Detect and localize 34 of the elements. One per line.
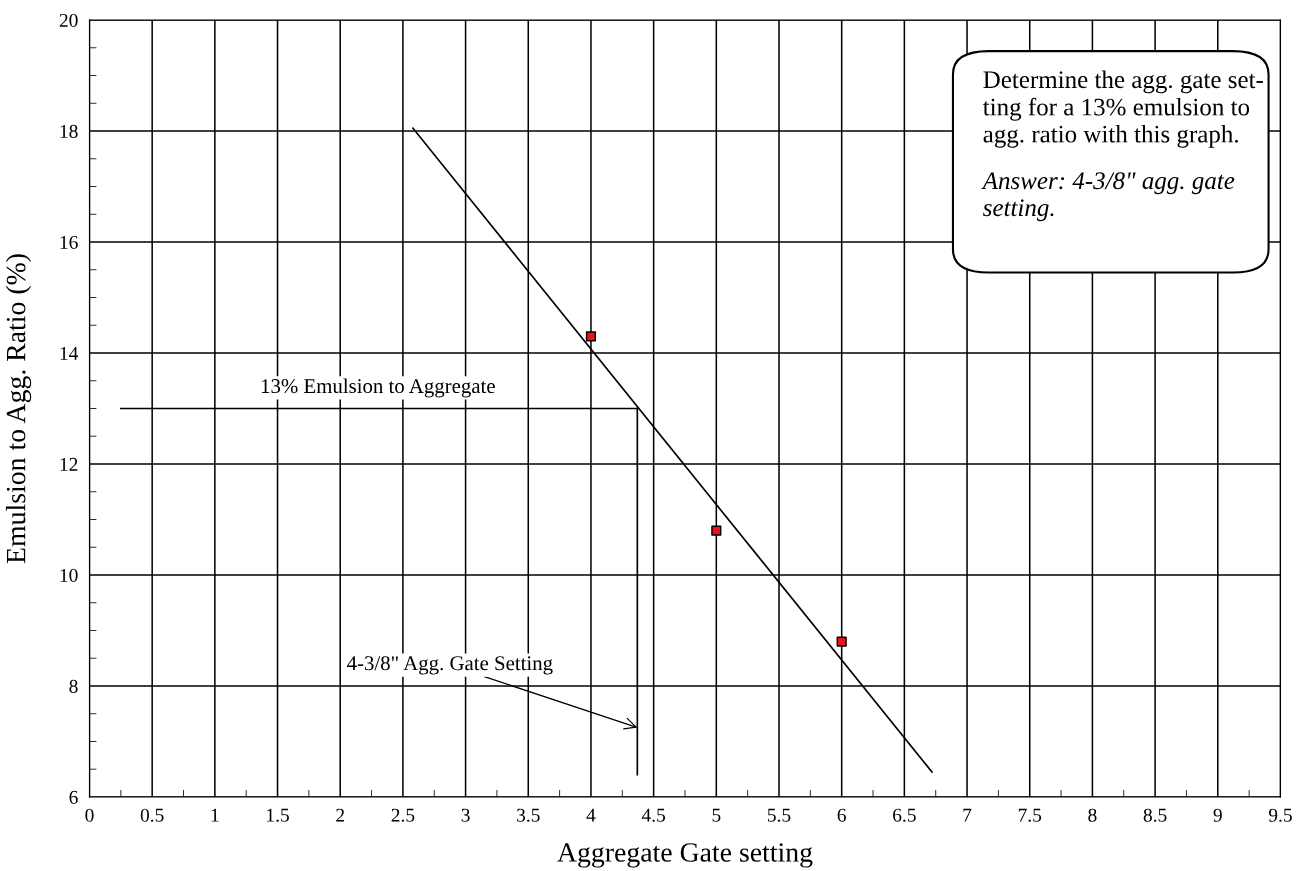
x-tick-label: 6.5 xyxy=(893,808,916,822)
y-tick-label: 8 xyxy=(69,679,78,693)
y-tick-label: 14 xyxy=(60,346,79,360)
y-tick-label: 20 xyxy=(59,13,78,27)
x-tick-label: 1 xyxy=(211,808,219,822)
x-tick-label: 7.5 xyxy=(1018,808,1042,822)
y-tick-label: 10 xyxy=(60,568,78,582)
x-tick-label: 5.5 xyxy=(767,808,791,822)
x-tick-label: 9.5 xyxy=(1268,808,1292,822)
y-tick-label: 16 xyxy=(60,235,78,249)
annotation: Determine the agg. gate set- ting for a 13% emulsion to agg. ratio with this graph. xyxy=(982,70,1263,148)
x-tick-label: 6 xyxy=(837,808,846,822)
x-tick-label: 3 xyxy=(461,808,470,822)
annotation: 13% Emulsion to Aggregate xyxy=(261,378,495,398)
x-tick-label: 1.5 xyxy=(267,808,289,822)
x-tick-label: 0.5 xyxy=(140,808,164,822)
x-axis-title: Aggregate Gate setting xyxy=(557,843,813,868)
x-tick-label: 2 xyxy=(336,808,345,822)
x-tick-label: 7 xyxy=(963,808,972,822)
annotation: Answer: 4-3/8" agg. gate setting. xyxy=(981,172,1235,222)
x-tick-label: 0 xyxy=(85,808,94,822)
x-tick-label: 4 xyxy=(586,808,596,822)
y-tick-label: 12 xyxy=(60,457,78,471)
x-tick-label: 4.5 xyxy=(641,808,666,822)
x-tick-label: 9 xyxy=(1213,808,1222,822)
x-tick-label: 8.5 xyxy=(1143,808,1167,822)
annotation: 4-3/8" Agg. Gate Setting xyxy=(347,656,553,675)
x-tick-label: 2.5 xyxy=(391,808,415,822)
x-tick-label: 5 xyxy=(712,808,721,822)
y-axis-title: Emulsion to Agg. Ratio (%) xyxy=(5,254,32,564)
y-tick-label: 18 xyxy=(60,124,78,138)
x-tick-label: 3.5 xyxy=(517,808,540,822)
x-tick-label: 8 xyxy=(1088,808,1097,822)
y-tick-label: 6 xyxy=(69,790,78,804)
